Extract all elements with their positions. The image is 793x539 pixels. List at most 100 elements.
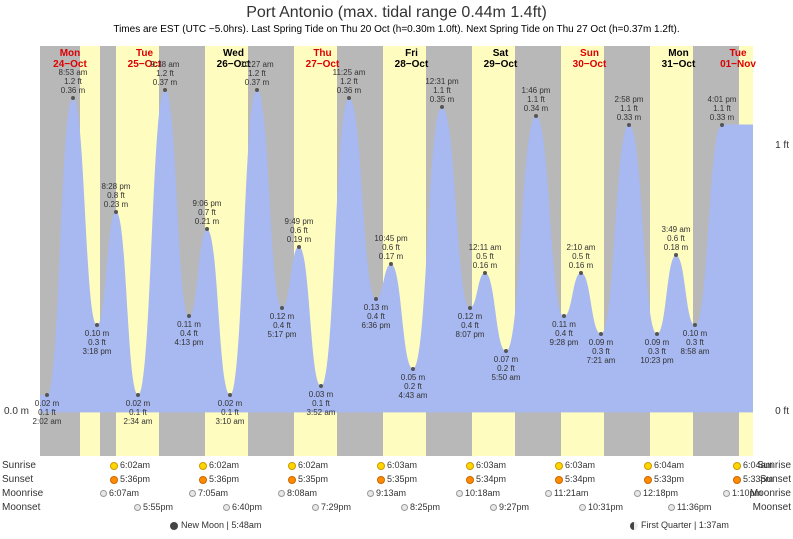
chart-subtitle: Times are EST (UTC −5.0hrs). Last Spring… xyxy=(0,22,793,39)
y-tick-right: 0 ft xyxy=(775,406,789,417)
tide-label: 9:38 am1.2 ft0.37 m xyxy=(145,60,185,87)
sun-icon xyxy=(733,462,741,470)
tide-label: 0.07 m0.2 ft5:50 am xyxy=(486,355,526,382)
sun-icon xyxy=(466,462,474,470)
moon-phase-icon xyxy=(170,522,178,530)
astro-time: 10:31pm xyxy=(579,502,623,512)
tide-label: 8:28 pm0.8 ft0.23 m xyxy=(96,182,136,209)
tide-label: 11:25 am1.2 ft0.36 m xyxy=(329,68,369,95)
moon-icon xyxy=(100,490,107,497)
tide-point xyxy=(468,306,472,310)
tide-label: 0.12 m0.4 ft5:17 pm xyxy=(262,312,302,339)
tide-label: 0.02 m0.1 ft3:10 am xyxy=(210,399,250,426)
tide-point xyxy=(374,297,378,301)
astro-time: 5:34pm xyxy=(555,474,595,484)
sun-icon xyxy=(644,476,652,484)
astro-time: 8:25pm xyxy=(401,502,440,512)
y-tick-left: 0.0 m xyxy=(4,406,29,417)
astro-time: 9:13am xyxy=(367,488,406,498)
tide-label: 12:11 am0.5 ft0.16 m xyxy=(465,243,505,270)
moon-phase-icon xyxy=(630,522,638,530)
astro-time: 5:33pm xyxy=(733,474,773,484)
moon-phase: New Moon | 5:48am xyxy=(170,520,261,530)
tide-label: 0.12 m0.4 ft8:07 pm xyxy=(450,312,490,339)
sun-icon xyxy=(199,462,207,470)
moon-icon xyxy=(223,504,230,511)
tide-label: 0.02 m0.1 ft2:34 am xyxy=(118,399,158,426)
tide-chart: Port Antonio (max. tidal range 0.44m 1.4… xyxy=(0,0,793,539)
sun-icon xyxy=(466,476,474,484)
tide-label: 1:46 pm1.1 ft0.34 m xyxy=(516,86,556,113)
moon-icon xyxy=(490,504,497,511)
tide-point xyxy=(114,210,118,214)
tide-label: 3:49 am0.6 ft0.18 m xyxy=(656,225,696,252)
tide-point xyxy=(45,393,49,397)
tide-point xyxy=(534,114,538,118)
tide-point xyxy=(411,367,415,371)
chart-title: Port Antonio (max. tidal range 0.44m 1.4… xyxy=(0,0,793,22)
tide-label: 0.03 m0.1 ft3:52 am xyxy=(301,390,341,417)
astro-time: 9:27pm xyxy=(490,502,529,512)
tide-label: 0.02 m0.1 ft2:02 am xyxy=(27,399,67,426)
astro-row-label: Moonset xyxy=(2,502,40,513)
astro-time: 5:55pm xyxy=(134,502,173,512)
tide-label: 9:06 pm0.7 ft0.21 m xyxy=(187,199,227,226)
astro-time: 6:02am xyxy=(199,460,239,470)
astro-row-label: Moonset xyxy=(753,502,791,513)
tide-point xyxy=(579,271,583,275)
tide-label: 2:58 pm1.1 ft0.33 m xyxy=(609,95,649,122)
astro-time: 7:05am xyxy=(189,488,228,498)
astro-time: 8:08am xyxy=(278,488,317,498)
tide-label: 0.10 m0.3 ft8:58 am xyxy=(675,329,715,356)
moon-icon xyxy=(456,490,463,497)
astro-time: 6:04am xyxy=(733,460,773,470)
sun-icon xyxy=(555,476,563,484)
tide-label: 0.11 m0.4 ft9:28 pm xyxy=(544,320,584,347)
sun-icon xyxy=(110,462,118,470)
sun-icon xyxy=(644,462,652,470)
astro-time: 1:10pm xyxy=(723,488,762,498)
tide-point xyxy=(720,123,724,127)
astro-time: 6:02am xyxy=(110,460,150,470)
sun-icon xyxy=(377,462,385,470)
astro-time: 6:02am xyxy=(288,460,328,470)
astro-time: 6:40pm xyxy=(223,502,262,512)
astro-time: 5:35pm xyxy=(377,474,417,484)
astro-time: 7:29pm xyxy=(312,502,351,512)
astro-row-label: Sunset xyxy=(2,474,33,485)
tide-point xyxy=(228,393,232,397)
tide-point xyxy=(483,271,487,275)
tide-label: 0.09 m0.3 ft10:23 pm xyxy=(637,338,677,365)
tide-label: 0.05 m0.2 ft4:43 am xyxy=(393,373,433,400)
moon-icon xyxy=(189,490,196,497)
moon-icon xyxy=(545,490,552,497)
y-tick-right: 1 ft xyxy=(775,140,789,151)
tide-label: 8:53 am1.2 ft0.36 m xyxy=(53,68,93,95)
sun-icon xyxy=(110,476,118,484)
astro-time: 5:34pm xyxy=(466,474,506,484)
astro-time: 10:18am xyxy=(456,488,500,498)
sun-icon xyxy=(199,476,207,484)
sun-icon xyxy=(288,462,296,470)
tide-label: 0.09 m0.3 ft7:21 am xyxy=(581,338,621,365)
astro-time: 5:35pm xyxy=(288,474,328,484)
astro-time: 6:03am xyxy=(555,460,595,470)
astro-time: 6:04am xyxy=(644,460,684,470)
astro-time: 5:36pm xyxy=(110,474,150,484)
sun-icon xyxy=(377,476,385,484)
astro-time: 12:18pm xyxy=(634,488,678,498)
moon-icon xyxy=(367,490,374,497)
tide-label: 0.11 m0.4 ft4:13 pm xyxy=(169,320,209,347)
tide-point xyxy=(136,393,140,397)
tide-point xyxy=(297,245,301,249)
tide-label: 2:10 am0.5 ft0.16 m xyxy=(561,243,601,270)
astro-row-label: Moonrise xyxy=(2,488,43,499)
tide-label: 4:01 pm1.1 ft0.33 m xyxy=(702,95,742,122)
tide-point xyxy=(599,332,603,336)
moon-icon xyxy=(723,490,730,497)
plot-area: Mon24−OctTue25−OctWed26−OctThu27−OctFri2… xyxy=(40,46,753,456)
moon-icon xyxy=(278,490,285,497)
tide-label: 9:49 pm0.6 ft0.19 m xyxy=(279,217,319,244)
moon-icon xyxy=(312,504,319,511)
tide-label: 10:45 pm0.6 ft0.17 m xyxy=(371,234,411,261)
